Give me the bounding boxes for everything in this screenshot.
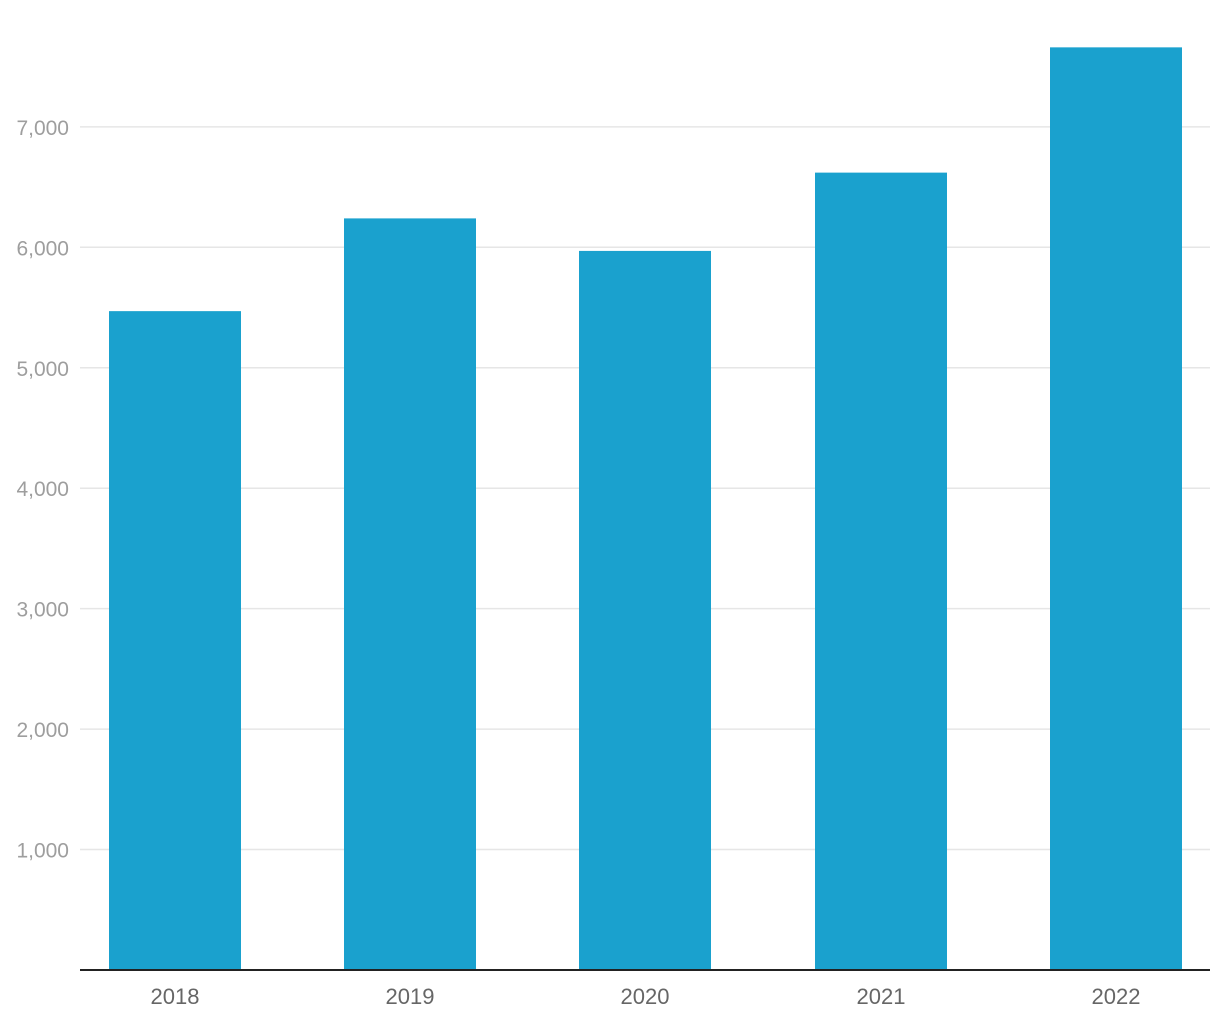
y-tick-label: 4,000	[16, 478, 69, 501]
y-tick-label: 6,000	[16, 237, 69, 260]
y-tick-label: 1,000	[16, 840, 69, 863]
y-tick-label: 7,000	[16, 117, 69, 140]
y-tick-label: 3,000	[16, 599, 69, 622]
bars	[109, 47, 1182, 971]
x-axis-category-labels: 2018 2019 2020 2021 2022	[151, 984, 1141, 1009]
bar-2019	[344, 218, 476, 971]
x-category-label: 2020	[621, 984, 670, 1009]
x-category-label: 2021	[857, 984, 906, 1009]
bar-2018	[109, 311, 241, 970]
bar-2022	[1050, 47, 1182, 970]
x-category-label: 2022	[1092, 984, 1141, 1009]
y-axis-tick-labels: 1,000 2,000 3,000 4,000 5,000 6,000 7,000	[16, 117, 69, 863]
x-category-label: 2018	[151, 984, 200, 1009]
bar-2021	[815, 172, 947, 971]
y-tick-label: 5,000	[16, 358, 69, 381]
x-category-label: 2019	[386, 984, 435, 1009]
y-tick-label: 2,000	[16, 719, 69, 742]
bar-2020	[579, 250, 711, 970]
